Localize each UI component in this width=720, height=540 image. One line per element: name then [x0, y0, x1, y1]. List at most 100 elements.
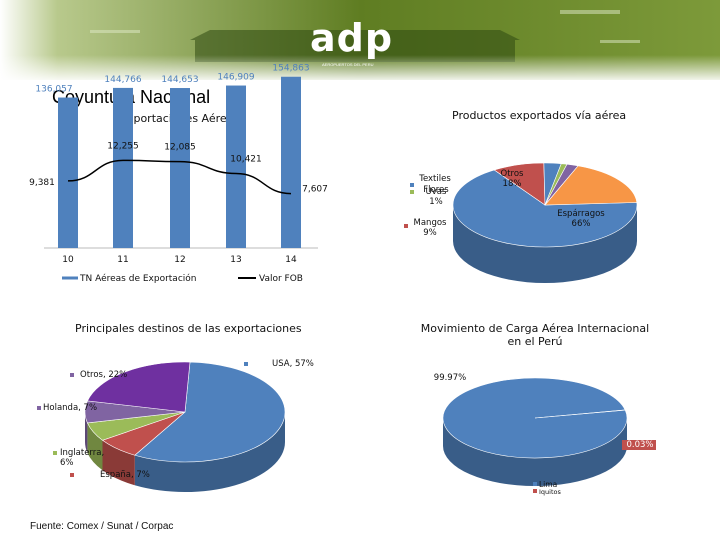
dest-label-espaa-line: España, 7% — [100, 470, 150, 480]
products-slice-esprragos — [452, 169, 638, 248]
products-label-flores-line: Flores — [423, 185, 449, 195]
x-tick-11-line: 11 — [117, 255, 128, 265]
header-banner: adp AEROPUERTOS DEL PERU — [0, 0, 720, 80]
bar-label-12-line: 144,653 — [161, 75, 198, 85]
cargo-legend-iquitos-line: Iquitos — [539, 488, 561, 496]
cargo-legend-iquitos-swatch — [533, 489, 537, 493]
cargo-legend-lima-line: Lima — [539, 480, 557, 489]
cargo-slice-lima — [442, 377, 628, 459]
line-label-12-line: 12,085 — [164, 143, 196, 153]
cargo-pie-title: Movimiento de Carga Aérea Internacional … — [400, 322, 670, 348]
dest-side-espaa — [102, 440, 135, 486]
products-label-mangos: Mangos 9% — [414, 218, 448, 238]
dest-label-inglaterra-line: Inglaterra, — [60, 448, 104, 458]
legend-bar-label-line: TN Aéreas de Exportación — [79, 273, 196, 284]
products-label-esprragos: Espárragos 66% — [557, 209, 605, 229]
bar-label-10-line: 136,057 — [35, 85, 72, 95]
bar-label-13-line: 146,909 — [217, 73, 254, 83]
line-label-14: 7,607 — [302, 185, 328, 195]
dest-side-usa — [134, 412, 285, 492]
dest-slice-usa — [134, 361, 286, 463]
x-tick-10: 10 — [62, 255, 74, 265]
products-marker-mangos — [404, 224, 408, 228]
x-tick-12-line: 12 — [174, 255, 185, 265]
products-pie-title: Productos exportados vía aérea — [452, 109, 627, 122]
bar-13 — [226, 85, 246, 249]
dest-label-usa-line: USA, 57% — [272, 359, 314, 369]
x-tick-12: 12 — [174, 255, 185, 265]
legend-line-label: Valor FOB — [259, 274, 303, 284]
dest-label-otros-line: Otros, 22% — [80, 370, 127, 380]
legend-bar-label: TN Aéreas de Exportación — [79, 273, 196, 284]
x-tick-13-line: 13 — [230, 255, 241, 265]
line-label-13-line: 10,421 — [230, 154, 262, 164]
cargo-legend-lima: Lima — [539, 480, 557, 489]
destinations-pie-title: Principales destinos de las exportacione… — [75, 322, 302, 335]
line-label-12: 12,085 — [164, 143, 196, 153]
products-label-otros: Otros 18% — [501, 169, 525, 189]
products-marker-textiles — [410, 183, 414, 187]
products-marker-flores — [410, 190, 414, 194]
dest-label-espaa: España, 7% — [100, 470, 150, 480]
bar-label-11-line: 144,766 — [104, 75, 141, 85]
dest-label-inglaterra-line: 6% — [60, 458, 74, 468]
logo: adp AEROPUERTOS DEL PERU — [300, 16, 420, 73]
products-label-textiles: Textiles — [418, 174, 451, 184]
dest-label-holanda: Holanda, 7% — [43, 403, 97, 413]
cargo-side-lima — [443, 418, 627, 486]
cargo-label-lima: 99.97% — [434, 373, 466, 383]
dest-marker-inglaterra — [53, 451, 57, 455]
bar-12 — [170, 88, 190, 249]
dest-marker-usa — [244, 362, 248, 366]
source-note: Fuente: Comex / Sunat / Corpac — [30, 521, 174, 532]
dest-label-usa: USA, 57% — [272, 359, 314, 369]
x-tick-13: 13 — [230, 255, 241, 265]
dest-label-otros: Otros, 22% — [80, 370, 127, 380]
bar-label-14: 154,863 — [272, 64, 309, 74]
dest-marker-otros — [70, 373, 74, 377]
dest-label-inglaterra: Inglaterra, 6% — [60, 448, 104, 468]
products-label-otros-line: 18% — [503, 179, 522, 189]
products-side-esprragos — [453, 205, 637, 283]
products-label-mangos-line: Mangos — [414, 218, 448, 228]
line-label-13: 10,421 — [230, 154, 262, 164]
products-slice-otros — [544, 165, 638, 206]
bar-label-12: 144,653 — [161, 75, 198, 85]
products-label-uvas: Uvas 1% — [426, 187, 447, 207]
dest-label-holanda-line: Holanda, 7% — [43, 403, 97, 413]
dest-slice-otros — [87, 361, 191, 413]
dest-marker-holanda — [37, 406, 41, 410]
x-tick-14-line: 14 — [285, 255, 297, 265]
line-label-10-line: 9,381 — [29, 178, 55, 188]
logo-tagline: AEROPUERTOS DEL PERU — [322, 62, 374, 67]
products-label-esprragos-line: 66% — [572, 219, 591, 229]
bar-label-11: 144,766 — [104, 75, 141, 85]
products-label-otros-line: Otros — [501, 169, 525, 179]
logo-text: adp — [310, 16, 394, 60]
products-label-textiles-line: Textiles — [418, 174, 451, 184]
products-label-esprragos-line: Espárragos — [557, 209, 605, 219]
line-label-10: 9,381 — [29, 178, 55, 188]
cargo-legend-lima-swatch — [533, 482, 537, 486]
products-label-flores: Flores — [423, 185, 449, 195]
x-tick-11: 11 — [117, 255, 128, 265]
x-tick-10-line: 10 — [62, 255, 74, 265]
bar-label-13: 146,909 — [217, 73, 254, 83]
line-label-11: 12,255 — [107, 141, 139, 151]
cargo-pie-title-text: Movimiento de Carga Aérea Internacional … — [420, 322, 650, 348]
bar-label-14-line: 154,863 — [272, 64, 309, 74]
cargo-label-lima-line: 99.97% — [434, 373, 466, 383]
cargo-legend-iquitos: Iquitos — [539, 488, 561, 496]
cargo-label-iquitos-bg — [622, 440, 656, 450]
legend-line-label-line: Valor FOB — [259, 274, 303, 284]
cargo-label-iquitos-text: 0.03% — [626, 440, 653, 450]
bar-11 — [113, 87, 133, 248]
bar-14 — [281, 76, 301, 248]
line-label-14-line: 7,607 — [302, 185, 328, 195]
products-label-uvas-line: 1% — [429, 197, 443, 207]
cargo-slice-iquitos — [534, 409, 626, 419]
